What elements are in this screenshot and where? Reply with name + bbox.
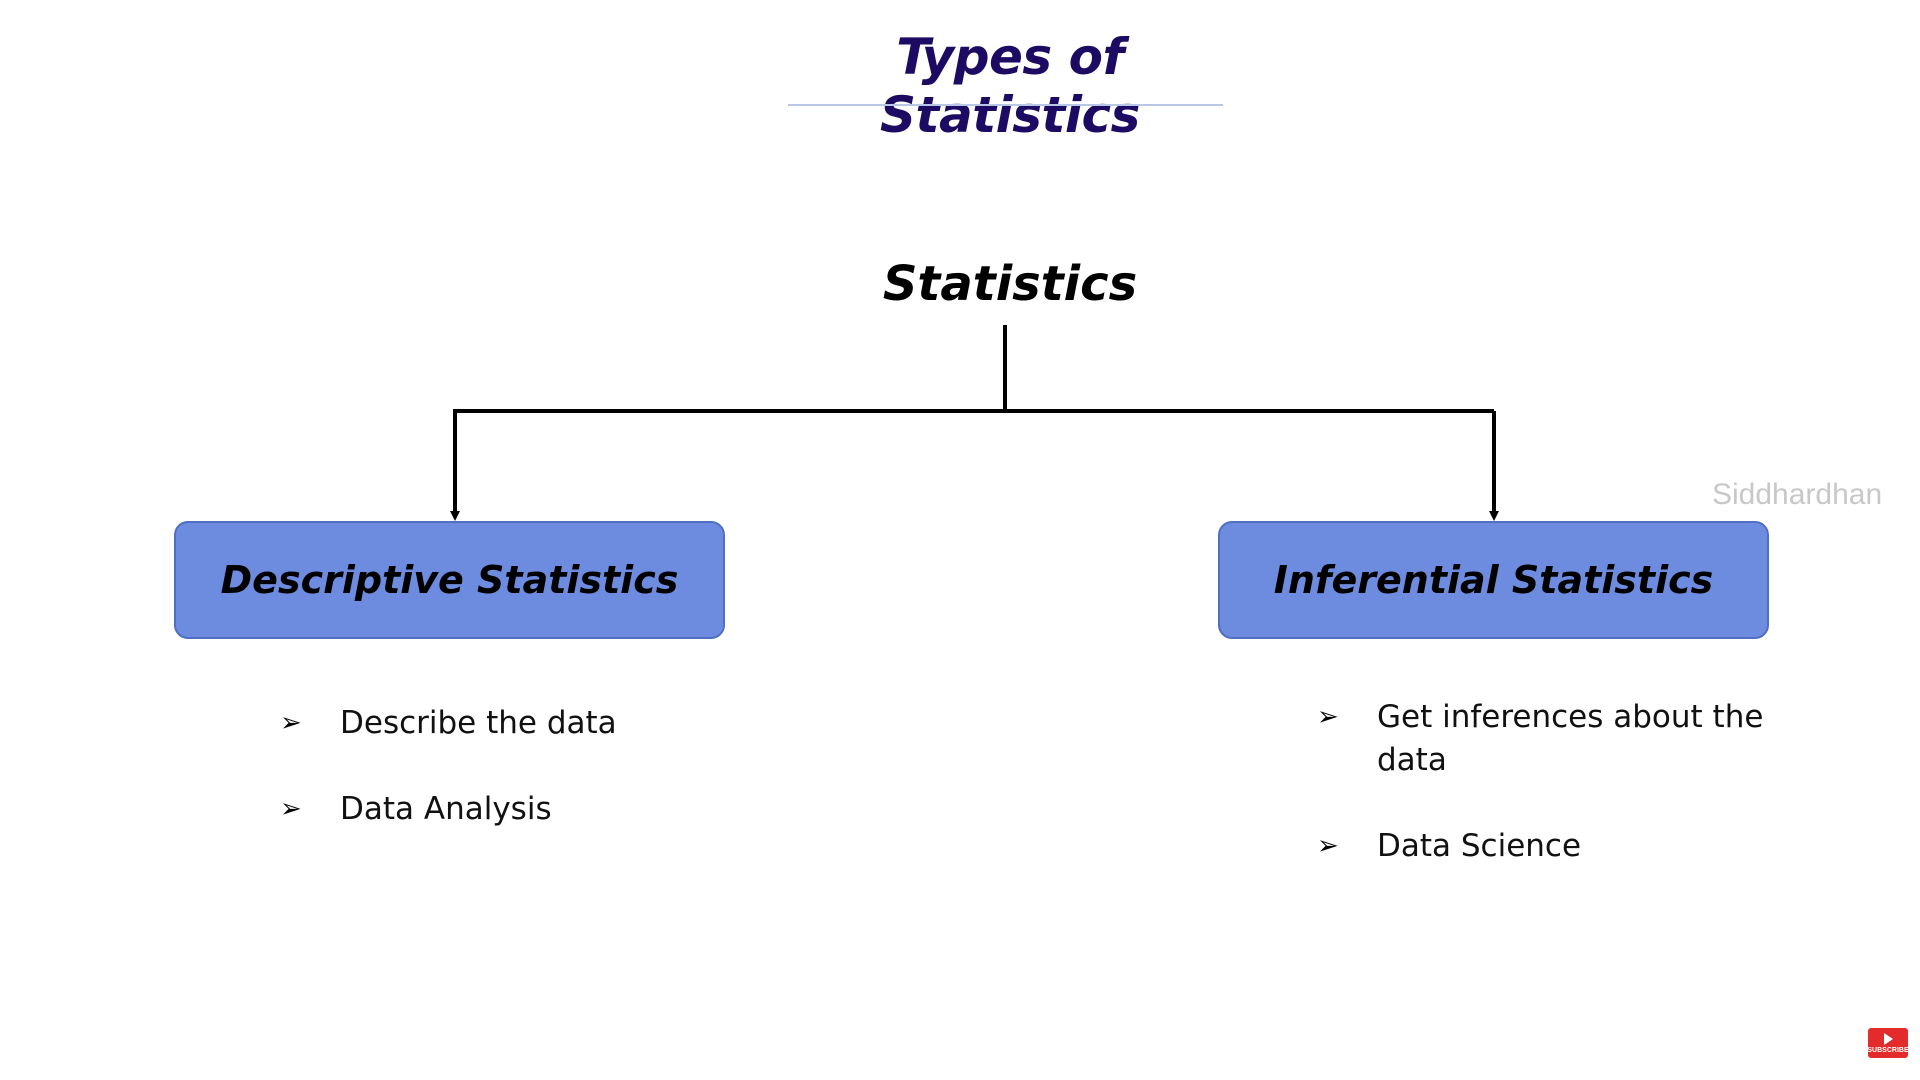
arrowhead-bullet-icon: ➢ — [1317, 831, 1339, 861]
arrowhead-bullet-icon: ➢ — [1317, 702, 1339, 732]
bullet-text: Describe the data — [340, 705, 617, 741]
list-item: ➢ Describe the data — [280, 702, 730, 745]
inferential-statistics-box: Inferential Statistics — [1218, 521, 1769, 639]
list-item: ➢ Get inferences about the data — [1317, 696, 1777, 782]
list-item: ➢ Data Science — [1317, 825, 1777, 868]
slide-title: Types of Statistics — [880, 28, 1140, 144]
youtube-play-icon — [1883, 1032, 1893, 1045]
descriptive-statistics-label: Descriptive Statistics — [220, 558, 679, 602]
bullet-text: Data Science — [1377, 828, 1582, 864]
list-item: ➢ Data Analysis — [280, 788, 730, 831]
bullet-text: Get inferences about the data — [1377, 699, 1764, 778]
subscribe-button[interactable]: SUBSCRIBE — [1867, 1028, 1909, 1058]
inferential-statistics-label: Inferential Statistics — [1273, 558, 1714, 602]
subscribe-label: SUBSCRIBE — [1867, 1046, 1909, 1054]
root-node-label: Statistics — [882, 256, 1138, 312]
title-underline — [788, 104, 1223, 106]
inferential-points-list: ➢ Get inferences about the data ➢ Data S… — [1317, 696, 1777, 911]
arrowhead-bullet-icon: ➢ — [280, 708, 302, 738]
arrowhead-bullet-icon: ➢ — [280, 794, 302, 824]
bullet-text: Data Analysis — [340, 791, 552, 827]
descriptive-statistics-box: Descriptive Statistics — [174, 521, 725, 639]
author-watermark: Siddhardhan — [1712, 478, 1883, 511]
descriptive-points-list: ➢ Describe the data ➢ Data Analysis — [280, 702, 730, 874]
